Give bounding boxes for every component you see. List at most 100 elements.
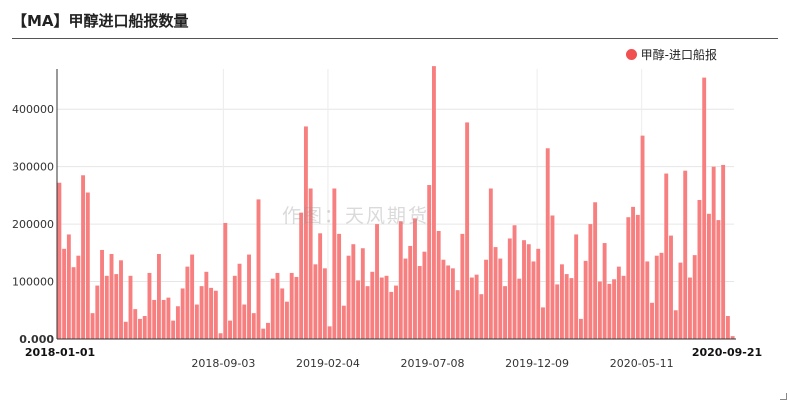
bar [223, 222, 228, 339]
bar [128, 275, 133, 339]
bar [123, 321, 128, 339]
bar [422, 251, 427, 339]
bar [526, 244, 531, 339]
bar [593, 202, 598, 339]
bar [469, 277, 474, 339]
bar [147, 272, 152, 339]
y-tick-label: 300000 [12, 161, 54, 174]
x-tick-label: 2018-01-01 [25, 346, 95, 359]
bar [394, 285, 398, 339]
bar [588, 224, 593, 339]
bar [408, 245, 413, 339]
bar [413, 218, 417, 339]
bar [237, 263, 242, 339]
x-tick-label: 2018-09-03 [191, 357, 255, 370]
bar [560, 264, 564, 339]
bar [356, 280, 361, 339]
bar [209, 287, 214, 339]
bar [318, 233, 323, 339]
bar [550, 215, 555, 339]
y-tick-label: 100000 [12, 276, 54, 289]
bar [612, 279, 617, 339]
bar [275, 272, 280, 339]
bar [626, 217, 631, 339]
bar [645, 261, 650, 339]
bar [285, 301, 289, 339]
bar [403, 258, 408, 339]
bar [621, 275, 626, 339]
bar [256, 199, 261, 339]
bar [57, 182, 62, 339]
x-tick-label: 2019-02-04 [296, 357, 360, 370]
bar [109, 253, 114, 339]
bar [597, 281, 602, 339]
bar [213, 290, 218, 339]
bar [583, 260, 588, 339]
bar [218, 333, 223, 339]
bar [522, 240, 526, 339]
bar [138, 318, 142, 339]
bar [322, 268, 327, 339]
bar [697, 199, 702, 339]
bar [503, 286, 507, 339]
bar [261, 328, 266, 339]
bar [161, 299, 166, 339]
bar [678, 262, 683, 339]
chart-legend[interactable]: 甲醇-进口船报 [625, 46, 717, 63]
bar [721, 164, 726, 339]
bar [479, 294, 484, 339]
bar [664, 173, 669, 339]
bar [180, 288, 185, 339]
bar [569, 278, 574, 339]
bar [337, 233, 342, 339]
bar [133, 309, 138, 339]
bar [327, 326, 332, 339]
bar [460, 233, 465, 339]
bar [541, 307, 545, 339]
bar [706, 213, 711, 339]
bar [351, 244, 356, 339]
bar [341, 305, 346, 339]
bar [683, 170, 688, 339]
bar [71, 267, 76, 339]
bar [640, 135, 645, 339]
y-tick-label: 400000 [12, 103, 54, 116]
bar [607, 283, 612, 339]
bar [251, 313, 256, 339]
bar [370, 271, 375, 339]
bar [616, 266, 621, 339]
watermark-text: 作图：天风期货 [282, 205, 430, 227]
bar [76, 255, 81, 339]
legend-swatch [625, 49, 637, 60]
bar [488, 188, 493, 339]
bar [431, 66, 436, 339]
bar [199, 286, 204, 339]
title-divider [12, 38, 778, 39]
bar [659, 252, 664, 339]
bar [375, 224, 379, 339]
bar [247, 254, 251, 339]
bar [578, 318, 583, 339]
bar [711, 166, 716, 339]
bar [85, 192, 90, 339]
bar [185, 266, 190, 339]
bar [692, 255, 697, 339]
bar [455, 290, 460, 339]
bar [654, 255, 659, 339]
bar [635, 214, 640, 339]
bar [100, 249, 104, 339]
bar [417, 266, 422, 339]
bar [156, 253, 161, 339]
x-tick-label: 2020-05-11 [610, 357, 674, 370]
bar [360, 248, 365, 339]
bar [716, 220, 721, 339]
bar [228, 320, 232, 339]
bar [545, 148, 550, 339]
y-tick-label: 200000 [12, 218, 54, 231]
bar [669, 235, 673, 339]
bar [436, 231, 441, 339]
bar [232, 275, 237, 339]
bar [242, 304, 247, 339]
x-tick-label: 2019-12-09 [505, 357, 569, 370]
